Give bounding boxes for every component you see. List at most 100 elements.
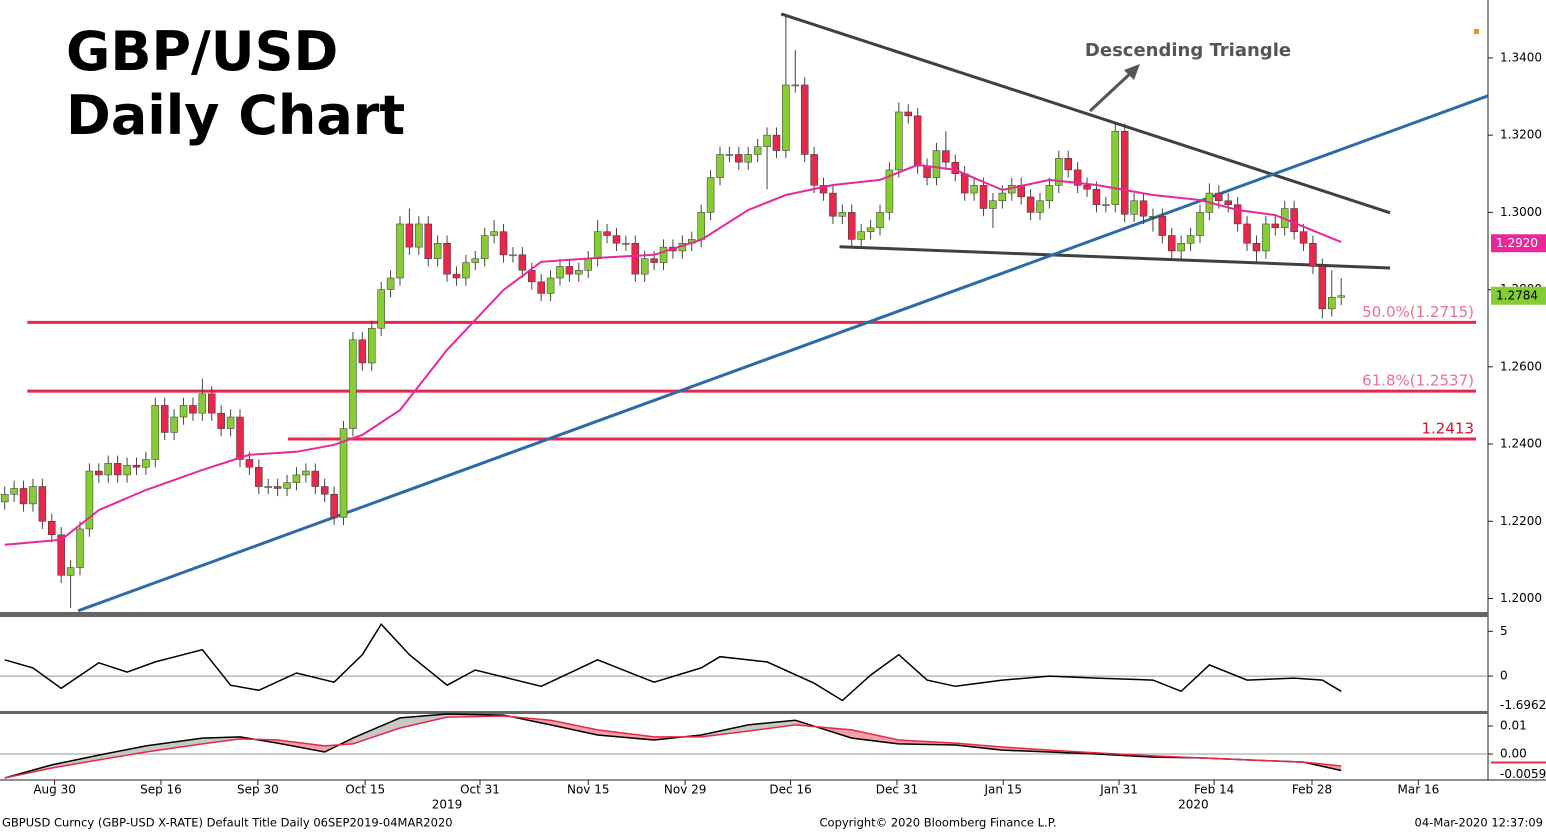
panel-divider (0, 711, 1488, 714)
candle-body (735, 154, 743, 163)
candle-body (415, 223, 423, 248)
candle-body (10, 488, 18, 495)
candle-body (1055, 158, 1063, 186)
panel-tick-label: 5 (1500, 624, 1508, 638)
candle-body (1186, 235, 1195, 244)
candle-body (226, 416, 235, 429)
candle-body (0, 493, 9, 503)
candle-body (1233, 204, 1242, 225)
level-label: 1.2413 (1422, 420, 1475, 438)
candle-body (377, 289, 385, 329)
moving-average (4, 163, 1342, 546)
x-tick-label: Feb 14 (1194, 783, 1234, 797)
panel-last-label: -1.6962 (1500, 698, 1546, 712)
candle-body (452, 273, 461, 279)
annotation: Descending Triangle (1085, 40, 1291, 61)
x-tick-label: Dec 31 (876, 783, 918, 797)
candle-body (396, 223, 404, 279)
candle-body (1328, 297, 1336, 310)
candle-body (998, 192, 1007, 202)
candle-body (283, 482, 291, 489)
candle-body (1139, 200, 1148, 217)
candle-body (970, 185, 978, 194)
panel-line (4, 713, 1342, 779)
candle-body (462, 262, 470, 279)
candle-body (264, 486, 272, 488)
candle-body (1026, 196, 1035, 213)
candle-body (85, 470, 94, 530)
candle-body (932, 150, 941, 178)
candle-body (895, 111, 903, 171)
candle-body (113, 463, 122, 476)
candle-body (1215, 192, 1223, 202)
candle-body (960, 173, 969, 194)
candle-body (358, 339, 367, 364)
candle-body (1337, 295, 1345, 298)
candle-body (349, 339, 357, 429)
panel-last-label: -0.0059 (1500, 767, 1546, 781)
candle-body (1092, 188, 1101, 205)
x-tick-label: Oct 31 (460, 783, 500, 797)
candle-body (179, 405, 188, 418)
candle-body (1262, 223, 1270, 252)
trend-line (839, 245, 1391, 270)
candle-body (885, 169, 894, 213)
candle-body (443, 243, 451, 275)
last-price-label: 1.2920 (1496, 236, 1538, 250)
candle-body (38, 486, 47, 522)
trend-line (77, 94, 1489, 613)
candle-body (1130, 200, 1138, 215)
candle-body (913, 115, 922, 167)
candle-body (1111, 131, 1120, 205)
candle-body (753, 146, 762, 155)
candle-body (311, 470, 320, 487)
x-tick-label: Nov 15 (567, 783, 610, 797)
candle-body (386, 277, 395, 290)
x-tick-label: Jan 31 (1099, 783, 1138, 797)
candle-body (706, 177, 715, 213)
x-tick-label: Sep 30 (237, 783, 279, 797)
footer-left: GBPUSD Curncy (GBP-USD X-RATE) Default T… (2, 816, 453, 830)
candle-body (1299, 231, 1308, 244)
candle-body (800, 84, 809, 155)
candle-body (904, 111, 912, 117)
candle-body (772, 134, 781, 151)
candle-body (405, 223, 414, 248)
candle-body (320, 486, 329, 495)
x-tick-label: Dec 16 (769, 783, 811, 797)
candle-body (810, 154, 818, 186)
last-price-box (1491, 234, 1546, 253)
y-tick-label: 1.3400 (1500, 50, 1542, 64)
candle-body (556, 266, 564, 279)
candle-body (989, 200, 997, 209)
candle-body (951, 161, 960, 175)
candle-body (151, 405, 160, 460)
candle-body (593, 231, 602, 259)
macd-fill (748, 720, 796, 732)
candle-body (565, 266, 574, 275)
candle-body (1318, 266, 1327, 310)
candle-body (876, 212, 884, 229)
candle-body (518, 254, 527, 271)
chart-title: GBP/USD (66, 20, 338, 83)
macd-fill (98, 745, 146, 760)
candle-body (942, 150, 950, 163)
candle-body (819, 185, 828, 194)
footer-center: Copyright© 2020 Bloomberg Finance L.P. (820, 816, 1057, 830)
candle-body (782, 84, 790, 151)
candle-body (123, 465, 131, 476)
candle-body (1224, 200, 1232, 205)
candle-body (725, 154, 734, 156)
candle-body (29, 486, 37, 505)
candle-body (546, 277, 555, 294)
panel-tick-label: 0.01 (1500, 719, 1527, 733)
candle-body (697, 212, 705, 240)
x-tick-label: Mar 16 (1397, 783, 1439, 797)
candle-body (433, 243, 442, 259)
y-tick-label: 1.3000 (1500, 205, 1542, 219)
candle-body (923, 165, 931, 178)
candle-body (509, 254, 517, 257)
candle-body (1243, 223, 1251, 244)
panel-divider (0, 612, 1488, 617)
